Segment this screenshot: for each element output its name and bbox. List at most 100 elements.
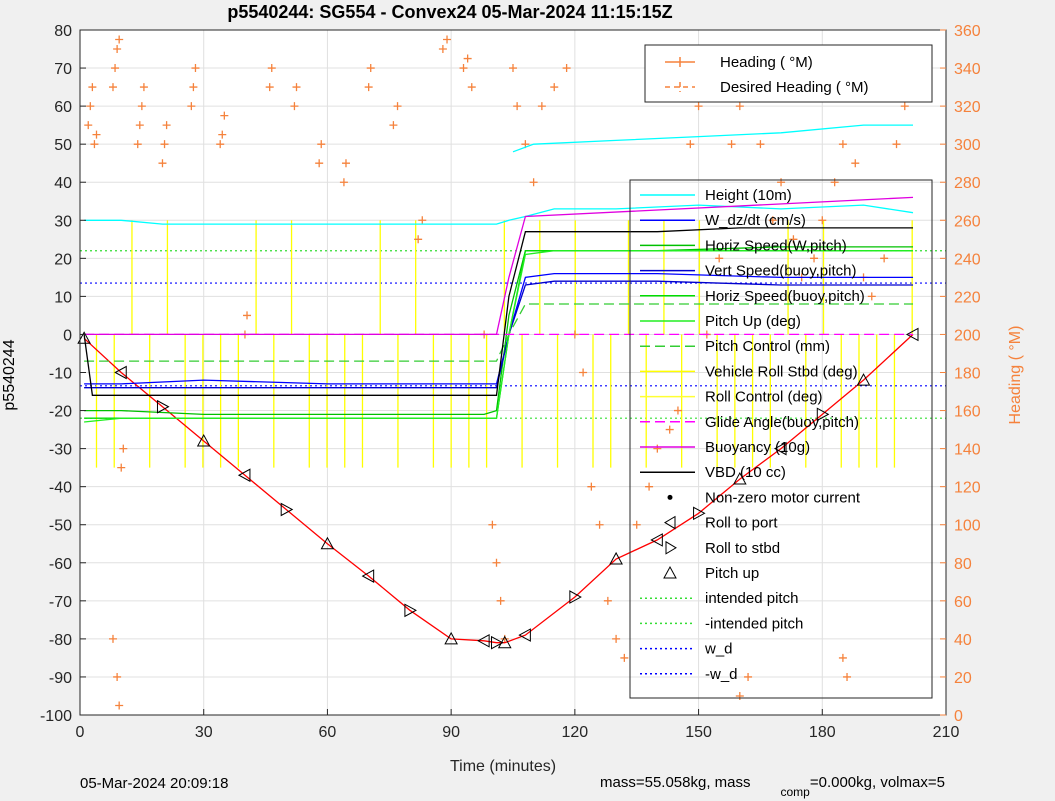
legend-heading-swatch: [665, 82, 695, 92]
heading-marker: [513, 102, 522, 111]
legend-main-box: [629, 179, 933, 699]
heading-marker: [86, 102, 95, 111]
legend-main-label: Pitch Control (mm): [705, 338, 830, 355]
legend-main-label: Roll to port: [705, 515, 778, 532]
heading-marker: [867, 292, 876, 301]
y-tick-label-right: 260: [954, 213, 981, 230]
heading-marker: [900, 102, 909, 111]
roll-port-marker: [650, 533, 663, 547]
footer-mass-text: mass=55.058kg, mass: [600, 774, 751, 791]
heading-marker: [880, 254, 889, 263]
heading-marker: [467, 83, 476, 92]
y-tick-label-right: 240: [954, 251, 981, 268]
y-tick-label-right: 20: [954, 670, 972, 687]
legend-main-label: Pitch Up (deg): [705, 313, 801, 330]
y-tick-label-left: 0: [63, 327, 72, 344]
heading-marker: [727, 140, 736, 149]
legend-main-label: w_d: [704, 641, 733, 658]
y-tick-label-left: -20: [49, 404, 72, 421]
heading-marker: [115, 701, 124, 710]
heading-marker: [90, 140, 99, 149]
x-tick-label: 150: [685, 724, 712, 741]
heading-marker: [735, 102, 744, 111]
chart-title: p5540244: SG554 - Convex24 05-Mar-2024 1…: [227, 2, 672, 22]
heading-marker: [562, 64, 571, 73]
pitch-up-marker: [320, 536, 335, 550]
heading-marker: [113, 672, 122, 681]
heading-marker: [665, 425, 674, 434]
heading-marker: [187, 102, 196, 111]
series-vbd-10-cc: [83, 227, 913, 396]
y-tick-label-right: 160: [954, 404, 981, 421]
y-tick-label-right: 280: [954, 175, 981, 192]
roll-spikes: [95, 220, 913, 468]
legend-main-label: Vehicle Roll Stbd (deg): [705, 363, 858, 380]
y-tick-label-right: 120: [954, 480, 981, 497]
roll-port-marker: [774, 441, 787, 456]
legend-heading-label: Desired Heading ( °M): [720, 79, 869, 96]
heading-marker: [529, 178, 538, 187]
heading-marker: [113, 45, 122, 54]
heading-marker: [389, 121, 398, 130]
legend-main-label: W_dz/dt (cm/s): [705, 212, 806, 229]
heading-marker: [715, 254, 724, 263]
heading-marker: [267, 64, 276, 73]
legend-main-label: Horiz Speed(buoy,pitch): [705, 288, 865, 305]
roll-stbd-marker: [693, 506, 706, 521]
legend-main-label: Horiz Speed(W,pitch): [705, 237, 847, 254]
footer-mass-sub: comp: [780, 785, 810, 799]
y-axis-label-right: Heading ( °M): [1007, 326, 1024, 425]
heading-marker: [843, 672, 852, 681]
y-tick-label-left: -60: [49, 556, 72, 573]
y-tick-label-right: 200: [954, 327, 981, 344]
y-tick-label-left: -80: [49, 632, 72, 649]
footer-mass-info: mass=55.058kg, mass comp=0.000kg, volmax=…: [600, 774, 945, 799]
roll-stbd-marker: [569, 590, 582, 604]
heading-marker: [265, 83, 274, 92]
heading-marker: [216, 140, 225, 149]
legend-main-label: Height (10m): [705, 187, 792, 204]
roll-port-marker: [477, 633, 490, 648]
heading-marker: [744, 672, 753, 681]
heading-marker: [587, 482, 596, 491]
series-vert-speed-buoy-pitch: [84, 280, 913, 389]
heading-marker: [686, 140, 695, 149]
roll-stbd-marker: [156, 399, 170, 414]
x-tick-label: 180: [809, 724, 836, 741]
heading-marker: [838, 140, 847, 149]
legend-main-label: Buoyancy (10g): [705, 439, 810, 456]
y-tick-label-right: 340: [954, 61, 981, 78]
legend-main-swatch: [665, 540, 677, 555]
heading-marker: [595, 520, 604, 529]
heading-marker: [443, 35, 452, 44]
heading-marker: [509, 64, 517, 73]
depth-markers: [77, 327, 919, 650]
heading-marker: [115, 35, 124, 44]
heading-marker: [137, 102, 146, 111]
pitch-up-marker: [609, 551, 623, 565]
pitch-up-marker: [497, 635, 512, 649]
y-tick-label-right: 40: [954, 632, 972, 649]
x-tick-label: 210: [933, 724, 960, 741]
heading-marker: [218, 130, 227, 139]
legend-main-label: Pitch up: [705, 565, 759, 582]
series-height-10m: [84, 204, 914, 225]
heading-marker: [768, 216, 777, 225]
legend-main-label: -intended pitch: [705, 615, 803, 632]
heading-marker: [459, 64, 468, 73]
heading-marker: [810, 254, 819, 263]
legend-main-swatch: [664, 515, 676, 530]
y-tick-label-right: 60: [954, 594, 972, 611]
axes: 0 30 60 90 120 150 180 210-100-90-80-70-60-50-4…: [40, 23, 981, 741]
heading-marker: [438, 45, 447, 54]
heading-marker: [158, 159, 167, 168]
heading-marker: [317, 140, 326, 149]
y-tick-label-left: -10: [49, 366, 72, 383]
heading-marker: [119, 444, 128, 453]
pitch-up-marker: [856, 373, 871, 386]
heading-marker: [496, 596, 505, 605]
heading-marker: [418, 216, 427, 225]
y-tick-label-right: 180: [954, 366, 981, 383]
x-tick-label: 60: [319, 724, 337, 741]
